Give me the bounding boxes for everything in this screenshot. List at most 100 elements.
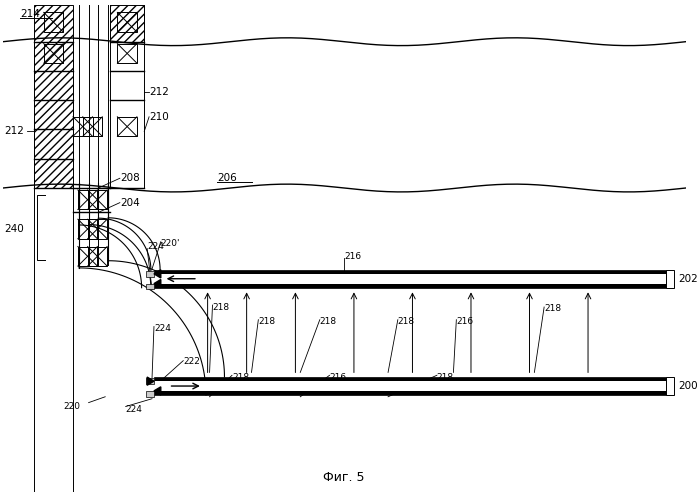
Bar [295,381,300,387]
Bar [636,274,642,279]
Bar [185,381,191,387]
Text: 220: 220 [63,402,80,411]
Bar [554,386,559,391]
Text: 212: 212 [3,126,24,137]
Bar [650,274,655,279]
Bar [666,270,674,288]
Bar [431,381,437,387]
Bar [527,381,532,387]
Bar [445,386,450,391]
Bar [158,278,164,283]
Bar [377,274,382,279]
Bar [650,386,655,391]
Text: 210: 210 [149,112,169,122]
Bar [281,381,287,387]
Text: 216: 216 [344,252,361,261]
Bar [212,278,218,283]
Bar [82,117,102,136]
Bar [500,381,505,387]
Bar [295,278,300,283]
Bar [254,278,259,283]
Bar [445,274,450,279]
Bar [363,274,368,279]
Bar [540,386,546,391]
Bar [281,274,287,279]
Bar [609,278,614,283]
Bar [267,381,273,387]
Bar [609,381,614,387]
Bar [240,381,245,387]
Bar [44,44,63,63]
Text: 218: 218 [259,317,275,326]
Text: 222: 222 [183,275,200,284]
Polygon shape [154,387,161,395]
Bar [240,274,245,279]
Bar [390,381,396,387]
Bar [527,274,532,279]
Text: 240: 240 [3,224,24,234]
Bar [540,278,546,283]
Bar [336,274,341,279]
Bar [431,274,437,279]
Bar [513,386,519,391]
Bar [44,12,63,32]
Text: 224: 224 [126,405,143,414]
Polygon shape [147,377,154,385]
Bar [500,274,505,279]
Text: 200: 200 [678,381,698,391]
Bar [226,381,232,387]
Bar [322,278,327,283]
Polygon shape [154,270,161,278]
Bar [377,381,382,387]
Bar [417,381,423,387]
Bar [404,381,410,387]
Text: 218: 218 [544,305,561,314]
Bar [350,381,354,387]
Bar [609,274,614,279]
Text: Фиг. 5: Фиг. 5 [324,471,365,484]
Bar [185,274,191,279]
Bar [595,381,600,387]
Bar [622,278,628,283]
Text: 218: 218 [319,317,337,326]
Bar [568,278,573,283]
Bar [666,377,674,395]
Text: 204: 204 [120,198,140,208]
Bar [636,278,642,283]
Bar [185,386,191,391]
Text: 220': 220' [161,239,180,248]
Bar [78,219,97,239]
Bar [254,386,259,391]
Bar [554,381,559,387]
Bar [146,284,154,289]
Text: 224: 224 [147,242,164,251]
Polygon shape [154,279,161,288]
Bar [254,381,259,387]
Bar [609,386,614,391]
Bar [34,4,73,42]
Bar [417,386,423,391]
Bar [336,278,341,283]
Bar [281,386,287,391]
Bar [568,381,573,387]
Text: 218: 218 [398,317,415,326]
Bar [582,274,587,279]
Bar [117,117,137,136]
Bar [254,274,259,279]
Bar [322,381,327,387]
Bar [199,274,204,279]
Text: 222: 222 [183,357,200,366]
Bar [172,278,177,283]
Bar [390,386,396,391]
Bar [117,44,137,63]
Bar [154,270,666,288]
Bar [110,4,144,42]
Bar [417,278,423,283]
Bar [554,274,559,279]
Bar [473,386,477,391]
Bar [650,278,655,283]
Bar [78,247,97,266]
Bar [322,386,327,391]
Bar [146,378,154,384]
Text: 208: 208 [120,173,140,183]
